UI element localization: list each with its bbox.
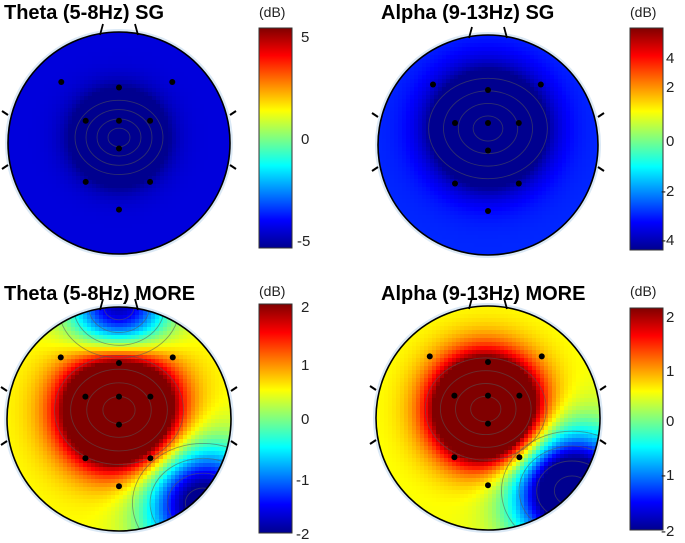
electrode-dot: [116, 85, 122, 91]
colorbar-tick-label: 5: [301, 29, 309, 46]
electrode-dot: [485, 120, 491, 126]
colorbar-tick-label: 2: [666, 79, 674, 96]
electrode-dot: [539, 353, 545, 359]
colorbar-tick-label: -5: [297, 233, 310, 250]
colorbar-tick-label: -2: [296, 526, 309, 543]
electrode-dot: [116, 394, 122, 400]
electrode-dot: [170, 354, 176, 360]
colorbar-label: (dB): [630, 4, 656, 20]
colorbar-tick-label: 0: [301, 131, 309, 148]
colorbar-tick-label: 0: [666, 133, 674, 150]
colorbar-tick-label: 0: [666, 413, 674, 430]
topoplot-svg: [343, 271, 685, 542]
electrode-dot: [427, 353, 433, 359]
colorbar-tick-label: 1: [301, 357, 309, 374]
topoplot-panel-alpha-sg: Alpha (9-13Hz) SG (dB) 4 2 0 -2 -4: [343, 0, 685, 271]
electrode-dot: [116, 146, 122, 152]
colorbar: [630, 308, 663, 530]
electrode-dot: [485, 208, 491, 214]
electrode-dot: [83, 118, 89, 124]
topoplot-svg: [343, 0, 685, 271]
colorbar-tick-label: 2: [666, 309, 674, 326]
topoplot-panel-theta-more: Theta (5-8Hz) MORE (dB) 2 1 0 -1 -2: [0, 271, 342, 542]
electrode-dot: [485, 148, 491, 154]
electrode-dot: [452, 120, 458, 126]
electrode-dot: [516, 454, 522, 460]
colorbar-tick-label: 4: [666, 50, 674, 67]
colorbar: [259, 304, 292, 533]
topoplot-panel-theta-sg: Theta (5-8Hz) SG (dB) 5 0 -5: [0, 0, 342, 271]
electrode-dot: [485, 393, 491, 399]
topoplot-svg: [0, 271, 342, 542]
electrode-dot: [516, 120, 522, 126]
electrode-dot: [147, 394, 153, 400]
colorbar-tick-label: 1: [666, 363, 674, 380]
electrode-dot: [516, 393, 522, 399]
colorbar-tick-label: 2: [301, 299, 309, 316]
colorbar-label: (dB): [259, 283, 285, 299]
electrode-dot: [116, 207, 122, 213]
colorbar-label: (dB): [259, 4, 285, 20]
electrode-dot: [451, 393, 457, 399]
electrode-dot: [82, 455, 88, 461]
electrode-dot: [147, 455, 153, 461]
electrode-dot: [82, 394, 88, 400]
electrode-dot: [451, 454, 457, 460]
colorbar-tick-label: -2: [661, 183, 674, 200]
colorbar-label: (dB): [630, 283, 656, 299]
electrode-dot: [116, 118, 122, 124]
electrode-dot: [116, 360, 122, 366]
electrode-dot: [83, 179, 89, 185]
electrode-dot: [485, 482, 491, 488]
electrode-dot: [116, 422, 122, 428]
colorbar-tick-label: -1: [661, 467, 674, 484]
colorbar: [259, 28, 292, 248]
electrode-dot: [169, 79, 175, 85]
electrode-dot: [430, 82, 436, 88]
colorbar: [630, 28, 663, 250]
colorbar-tick-label: -4: [661, 232, 674, 249]
electrode-dot: [485, 87, 491, 93]
electrode-dot: [452, 181, 458, 187]
electrode-dot: [58, 79, 64, 85]
colorbar-tick-label: -1: [296, 472, 309, 489]
topoplot-panel-alpha-more: Alpha (9-13Hz) MORE (dB) 2 1 0 -1 -2: [343, 271, 685, 542]
topoplot-svg: [0, 0, 342, 271]
electrode-dot: [485, 421, 491, 427]
electrode-dot: [147, 118, 153, 124]
electrode-dot: [538, 82, 544, 88]
electrode-dot: [116, 483, 122, 489]
electrode-dot: [485, 359, 491, 365]
colorbar-tick-label: -2: [661, 523, 674, 540]
electrode-dot: [147, 179, 153, 185]
electrode-dot: [58, 354, 64, 360]
electrode-dot: [516, 181, 522, 187]
colorbar-tick-label: 0: [301, 411, 309, 428]
